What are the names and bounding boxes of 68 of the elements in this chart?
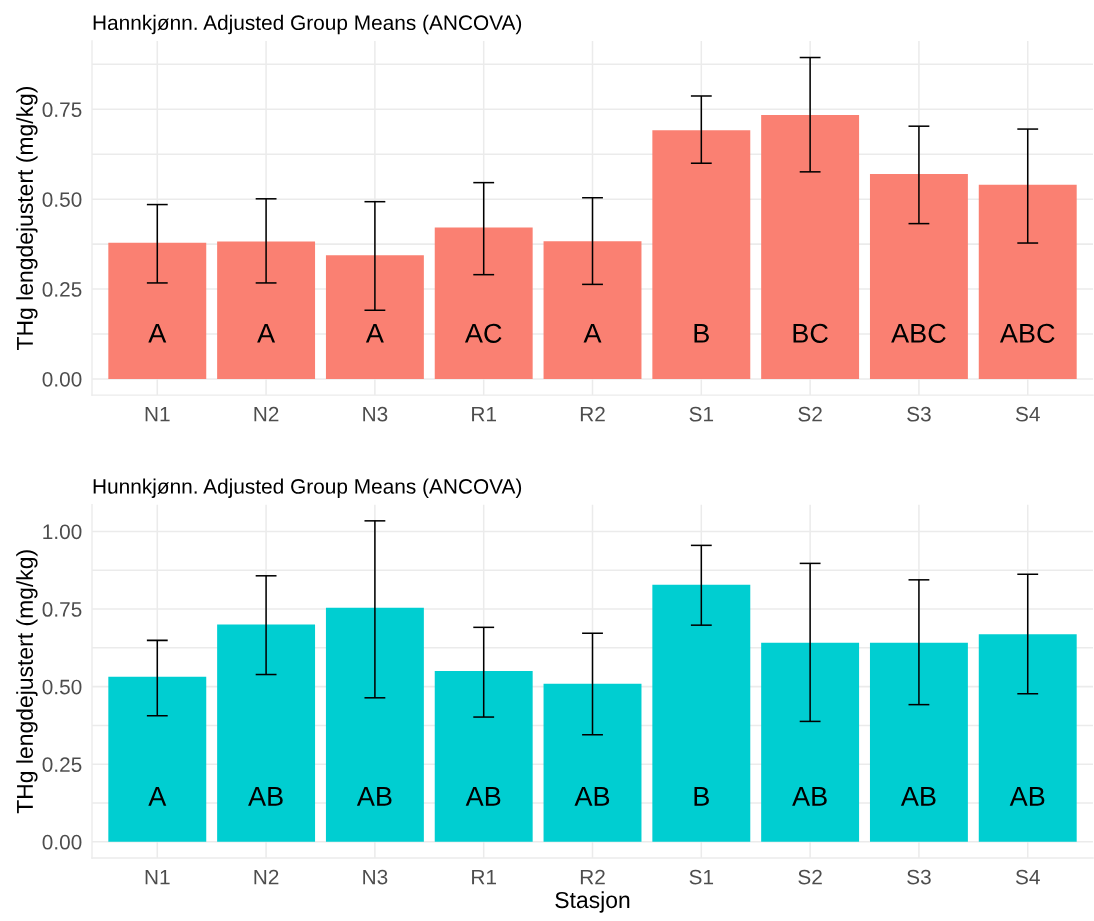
bar <box>978 634 1077 842</box>
x-tick-label: S1 <box>689 869 714 885</box>
annotation: A <box>148 323 167 343</box>
y-tick-label: 1.00 <box>43 524 82 540</box>
x-tick-label: S1 <box>689 406 714 422</box>
bar <box>217 241 316 379</box>
annotation: B <box>694 323 709 343</box>
x-tick-label: S4 <box>1015 869 1040 885</box>
y-tick-label: 0.75 <box>42 602 82 617</box>
x-tick-label: N2 <box>254 406 279 422</box>
bar <box>869 642 968 842</box>
bar <box>978 184 1077 379</box>
bar <box>108 676 207 842</box>
bar <box>543 241 642 379</box>
y-tick-label: 0.25 <box>42 282 82 297</box>
annotation: AB <box>792 787 827 806</box>
x-tick-label: N2 <box>254 869 279 885</box>
x-tick-label: S2 <box>798 869 822 885</box>
annotation: AB <box>1009 787 1045 806</box>
x-tick-label: S3 <box>907 869 931 885</box>
bar <box>325 607 424 842</box>
bar <box>325 255 424 379</box>
annotation: ABC <box>891 323 946 343</box>
chart-title: Hannkjønn. Adjusted Group Means (ANCOVA) <box>93 14 522 35</box>
bar <box>761 115 860 379</box>
y-tick-label: 0.75 <box>42 102 82 118</box>
x-tick-label: N1 <box>145 869 170 885</box>
annotation: A <box>148 787 167 806</box>
x-tick-label: S4 <box>1015 406 1040 422</box>
bar <box>869 174 968 379</box>
annotation: B <box>694 787 709 806</box>
annotation: A <box>583 323 602 343</box>
bar <box>652 130 751 379</box>
annotation: AB <box>900 787 936 806</box>
bar <box>434 227 533 379</box>
x-tick-label: R2 <box>580 406 605 422</box>
bar <box>108 242 207 379</box>
y-tick-label: 0.00 <box>42 834 82 850</box>
y-tick-label: 0.00 <box>42 371 82 387</box>
y-axis-title: THg lengdejustert (mg/kg) <box>16 87 38 350</box>
x-tick-label: S2 <box>798 406 822 422</box>
bar <box>543 683 642 842</box>
bar <box>434 671 533 842</box>
y-tick-label: 0.50 <box>42 679 82 695</box>
x-tick-label: N3 <box>363 869 388 885</box>
bar <box>761 642 860 842</box>
annotation: A <box>257 323 276 343</box>
x-tick-label: R1 <box>472 406 496 422</box>
annotation: A <box>365 323 384 343</box>
annotation: AB <box>574 787 610 806</box>
annotation: AB <box>465 787 501 806</box>
annotation: AB <box>248 787 283 806</box>
annotation: ABC <box>999 323 1055 343</box>
annotation: BC <box>793 323 828 343</box>
annotation: AC <box>464 323 502 343</box>
x-tick-label: S3 <box>907 406 931 422</box>
annotation: AB <box>356 787 392 806</box>
x-tick-label: N3 <box>363 406 388 422</box>
y-tick-label: 0.25 <box>42 757 82 772</box>
x-tick-label: R2 <box>580 869 605 885</box>
y-axis-title: THg lengdejustert (mg/kg) <box>16 550 38 814</box>
x-tick-label: N1 <box>145 406 170 422</box>
chart-title: Hunnkjønn. Adjusted Group Means (ANCOVA) <box>93 478 522 498</box>
x-tick-label: R1 <box>472 869 496 885</box>
bar <box>217 624 316 842</box>
x-axis-title: Stasjon <box>555 891 630 913</box>
bar <box>652 584 751 842</box>
y-tick-label: 0.50 <box>42 192 82 207</box>
